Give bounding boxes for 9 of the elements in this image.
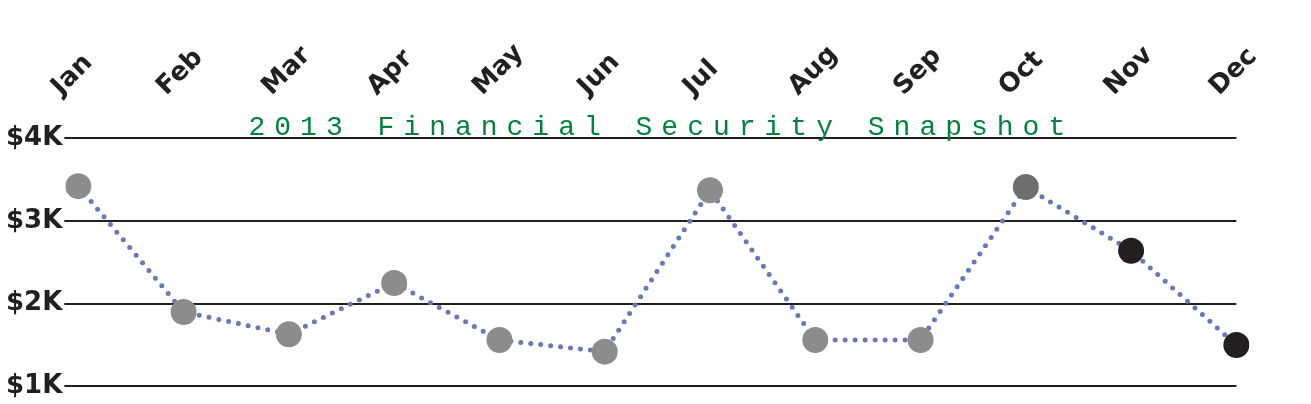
chart-title: 2013 Financial Security Snapshot bbox=[248, 112, 1075, 144]
y-tick-label: $1K bbox=[5, 369, 64, 400]
x-tick-label: Jul bbox=[674, 52, 724, 102]
x-tick-label: Sep bbox=[886, 40, 947, 101]
y-tick-label: $3K bbox=[5, 203, 64, 234]
y-tick-label: $4K bbox=[5, 120, 64, 151]
x-tick-label: Oct bbox=[991, 43, 1049, 101]
x-tick-label: Feb bbox=[149, 41, 208, 101]
y-tick-label: $2K bbox=[5, 286, 64, 317]
